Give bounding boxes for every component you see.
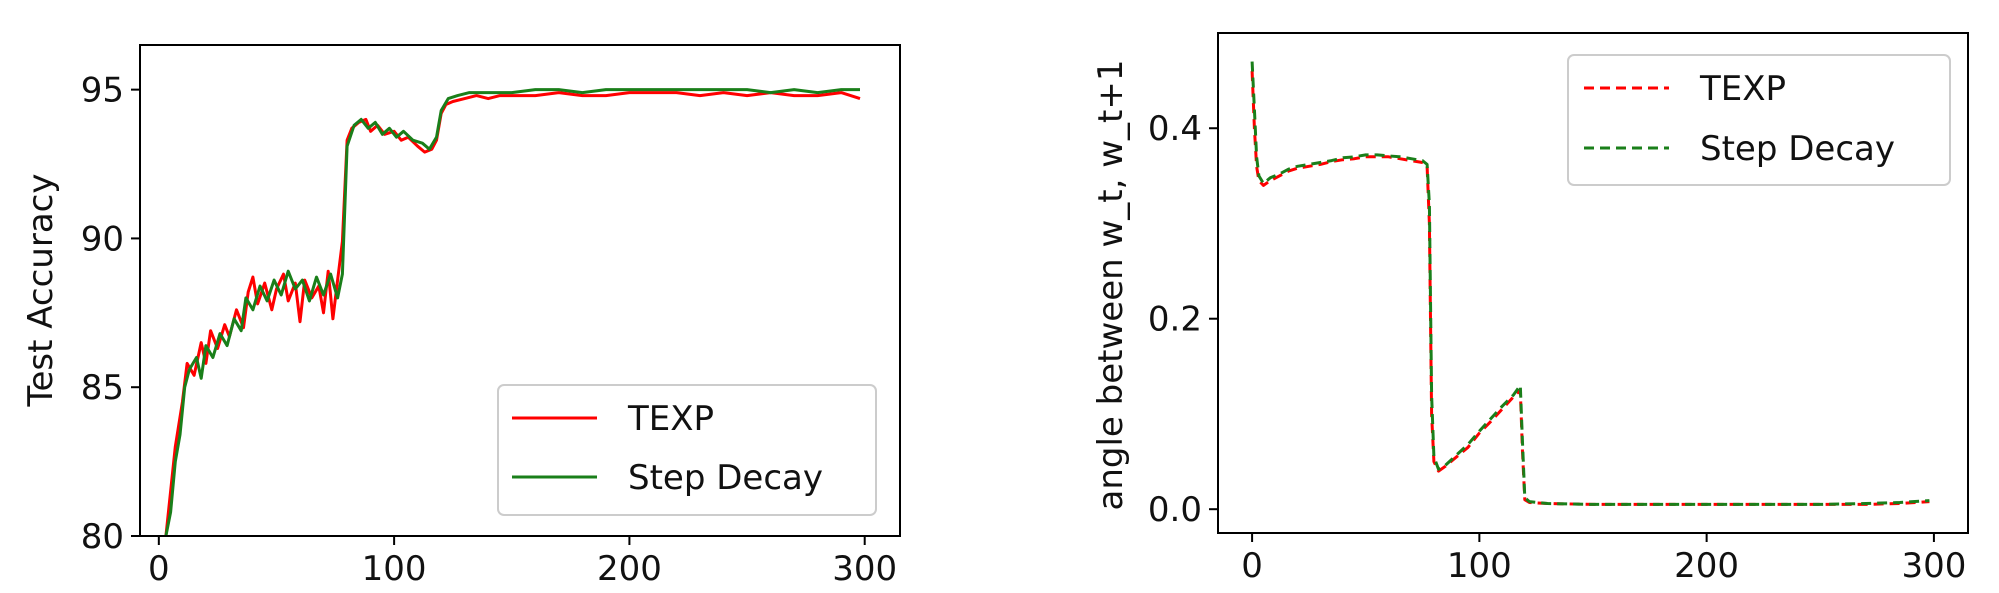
- chart-angle-x-ticks: 0 100 200 300: [1241, 533, 1966, 586]
- chart-test-accuracy-series: [164, 88, 861, 537]
- chart-angle-y-axis-label: angle between w_t, w_t+1: [1091, 60, 1131, 511]
- chart-test-accuracy-legend: TEXP Step Decay: [497, 384, 877, 516]
- legend-label-texp: TEXP: [627, 399, 714, 439]
- chart-test-accuracy-y-ticks: 80 85 90 95: [81, 71, 140, 557]
- legend-label-texp: TEXP: [1699, 69, 1786, 109]
- x-tick-label: 200: [597, 549, 662, 589]
- chart-angle-series: [1250, 61, 1930, 506]
- chart-test-accuracy-axes-frame: [139, 44, 901, 537]
- x-tick-label: 200: [1674, 546, 1739, 586]
- y-tick-label: 80: [81, 517, 124, 557]
- y-tick-label: 85: [81, 368, 124, 408]
- y-tick-label: 0.4: [1148, 109, 1202, 149]
- chart-test-accuracy-y-axis-label: Test Accuracy: [21, 174, 61, 408]
- chart-angle-axes-frame: [1217, 32, 1969, 534]
- chart-angle-legend: TEXP Step Decay: [1567, 54, 1951, 186]
- x-tick-label: 100: [1447, 546, 1512, 586]
- y-tick-label: 95: [81, 71, 124, 111]
- series-line-step-decay: [164, 88, 860, 537]
- chart-test-accuracy: 0 100 200 300 80 85 90 95 Test Accuracy TEXP S…: [21, 44, 901, 589]
- x-tick-label: 0: [148, 549, 170, 589]
- x-tick-label: 300: [1901, 546, 1966, 586]
- legend-label-step-decay: Step Decay: [1700, 129, 1895, 169]
- chart-angle-y-ticks: 0.0 0.2 0.4: [1148, 109, 1218, 530]
- legend-box: [1567, 54, 1951, 186]
- legend-label-step-decay: Step Decay: [628, 458, 823, 498]
- y-tick-label: 0.2: [1148, 300, 1202, 340]
- y-tick-label: 0.0: [1148, 490, 1202, 530]
- x-tick-label: 300: [832, 549, 897, 589]
- series-line-step-decay: [1250, 61, 1930, 506]
- chart-angle: 0 100 200 300 0.0 0.2 0.4 angle between w_t, …: [1091, 32, 1969, 586]
- chart-test-accuracy-x-ticks: 0 100 200 300: [148, 536, 897, 589]
- x-tick-label: 0: [1241, 546, 1263, 586]
- x-tick-label: 100: [362, 549, 427, 589]
- y-tick-label: 90: [81, 219, 124, 259]
